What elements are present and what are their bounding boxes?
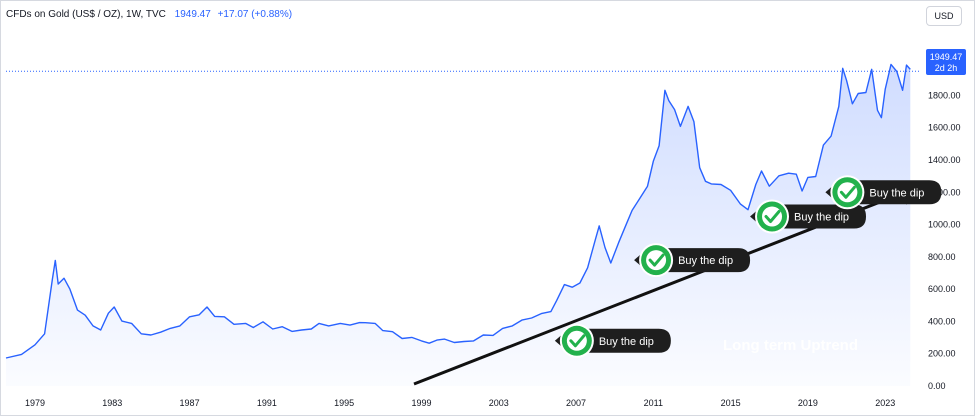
x-tick-label: 1999 xyxy=(411,398,431,408)
y-tick-label: 600.00 xyxy=(928,284,956,294)
header-last-price: 1949.47 xyxy=(174,9,211,20)
price-area-fill xyxy=(6,64,911,387)
checkmark-icon xyxy=(839,185,856,199)
x-tick-label: 2011 xyxy=(644,398,663,408)
check-inner xyxy=(762,206,783,227)
x-tick-label: 2023 xyxy=(875,398,895,408)
y-tick-label: 800.00 xyxy=(928,252,956,262)
badge-price: 1949.47 xyxy=(930,52,963,62)
x-tick-label: 1987 xyxy=(180,398,200,408)
buy-the-dip-callout: Buy the dip xyxy=(825,175,942,210)
buy-the-dip-label: Buy the dip xyxy=(794,212,849,224)
y-axis-ticks: 0.00 200.00 400.00 600.00 800.00 1000.00 1200.… xyxy=(928,58,961,391)
y-tick-label: 400.00 xyxy=(928,316,956,326)
check-inner xyxy=(837,182,858,203)
x-tick-label: 2007 xyxy=(566,398,586,408)
x-tick-label: 2015 xyxy=(721,398,741,408)
x-tick-label: 1991 xyxy=(257,398,277,408)
y-tick-label: 200.00 xyxy=(928,349,956,359)
header-change: +17.07 (+0.88%) xyxy=(217,9,293,20)
x-axis-ticks: 1979 1983 1987 1991 1995 1999 2003 2007 2011 2015… xyxy=(25,398,895,408)
checkmark-icon xyxy=(648,253,665,267)
last-price-badge: 1949.47 2d 2h xyxy=(926,49,966,75)
long-term-uptrend-label: Long term Uptrend xyxy=(723,337,858,354)
y-tick-label: 1200.00 xyxy=(928,187,961,197)
x-tick-label: 2003 xyxy=(489,398,509,408)
check-inner xyxy=(566,330,587,351)
buy-the-dip-label: Buy the dip xyxy=(869,187,924,199)
x-tick-label: 1995 xyxy=(334,398,354,408)
buy-the-dip-callouts: Buy the dip Buy the dip Buy the dip Buy the… xyxy=(554,175,942,358)
chart-header: CFDs on Gold (US$ / OZ), 1W, TVC 1949.47… xyxy=(6,9,292,20)
checkmark-icon xyxy=(764,210,781,223)
price-series-line[interactable] xyxy=(5,63,911,359)
symbol-title: CFDs on Gold (US$ / OZ), 1W, TVC xyxy=(6,9,166,20)
buy-the-dip-callout: Buy the dip xyxy=(750,199,867,234)
y-tick-label: 0.00 xyxy=(928,381,946,391)
currency-button[interactable]: USD xyxy=(926,6,962,26)
buy-the-dip-callout: Buy the dip xyxy=(554,323,671,358)
x-tick-label: 1979 xyxy=(25,398,45,408)
check-inner xyxy=(646,250,667,271)
x-tick-label: 1983 xyxy=(102,398,122,408)
x-tick-label: 2019 xyxy=(798,398,818,408)
y-tick-label: 1800.00 xyxy=(928,90,961,100)
y-tick-label: 1000.00 xyxy=(928,220,961,230)
y-tick-label: 1600.00 xyxy=(928,123,961,133)
buy-the-dip-label: Buy the dip xyxy=(678,255,733,267)
y-tick-label: 1400.00 xyxy=(928,155,961,165)
badge-countdown: 2d 2h xyxy=(935,63,958,73)
buy-the-dip-callout: Buy the dip xyxy=(634,243,751,278)
checkmark-icon xyxy=(569,334,586,348)
buy-the-dip-label: Buy the dip xyxy=(599,336,654,348)
